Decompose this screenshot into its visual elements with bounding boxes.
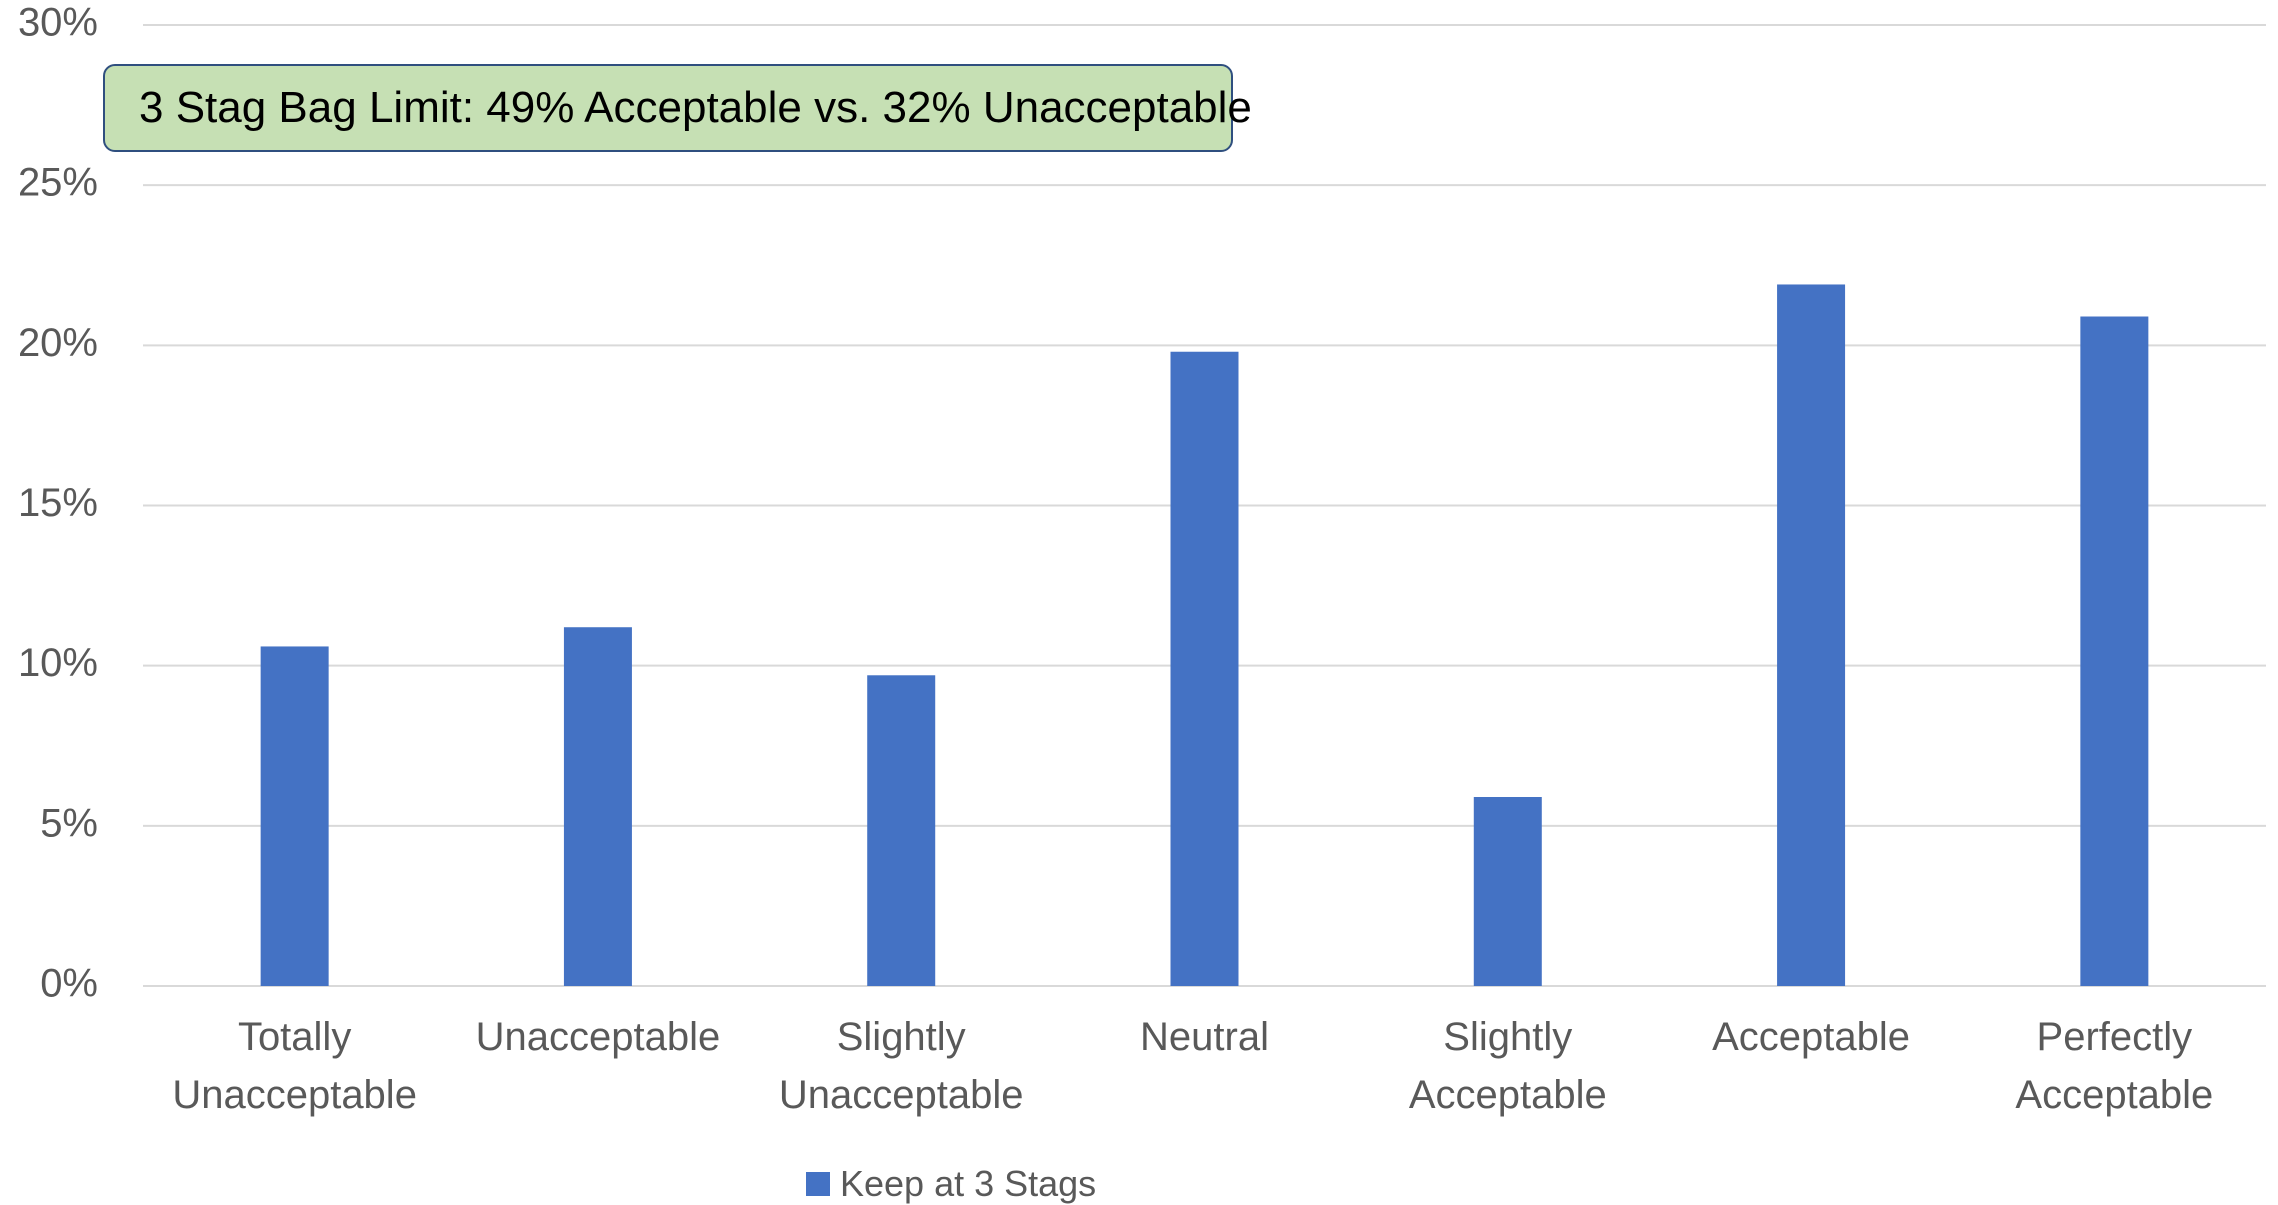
x-tick-label: Acceptable: [1712, 1015, 1910, 1059]
bar: [260, 646, 329, 986]
y-tick-label: 20%: [18, 321, 98, 365]
x-axis-labels: Totally Unacceptable Unacceptable Slightly U…: [172, 1015, 2213, 1117]
legend-swatch: [806, 1172, 830, 1196]
bar: [563, 627, 632, 986]
annotation-box: 3 Stag Bag Limit: 49% Acceptable vs. 32%…: [103, 64, 1252, 152]
y-tick-label: 10%: [18, 641, 98, 685]
legend-label: Keep at 3 Stags: [840, 1163, 1096, 1204]
bar: [1170, 351, 1239, 986]
legend: Keep at 3 Stags: [806, 1163, 1096, 1204]
x-tick-label: Neutral: [1140, 1015, 1269, 1059]
bar: [2080, 316, 2149, 987]
y-tick-label: 15%: [18, 481, 98, 525]
annotation-text: 3 Stag Bag Limit: 49% Acceptable vs. 32%…: [139, 83, 1252, 132]
bar: [1777, 284, 1846, 987]
x-tick-label: Slightly: [837, 1015, 966, 1059]
bar: [867, 675, 936, 986]
x-tick-label: Slightly: [1443, 1015, 1572, 1059]
x-tick-label: Acceptable: [2015, 1073, 2213, 1117]
bars: [260, 284, 2149, 987]
y-tick-label: 30%: [18, 1, 98, 45]
x-tick-label: Perfectly: [2037, 1015, 2193, 1059]
y-tick-label: 5%: [40, 801, 98, 845]
x-tick-label: Acceptable: [1409, 1073, 1607, 1117]
y-tick-label: 25%: [18, 161, 98, 205]
x-tick-label: Unacceptable: [172, 1073, 417, 1117]
x-tick-label: Unacceptable: [476, 1015, 721, 1059]
x-tick-label: Unacceptable: [779, 1073, 1024, 1117]
y-axis-ticks: 0% 5% 10% 15% 20% 25% 30%: [18, 1, 98, 1006]
x-tick-label: Totally: [238, 1015, 351, 1059]
bar: [1473, 797, 1542, 986]
y-tick-label: 0%: [40, 962, 98, 1006]
